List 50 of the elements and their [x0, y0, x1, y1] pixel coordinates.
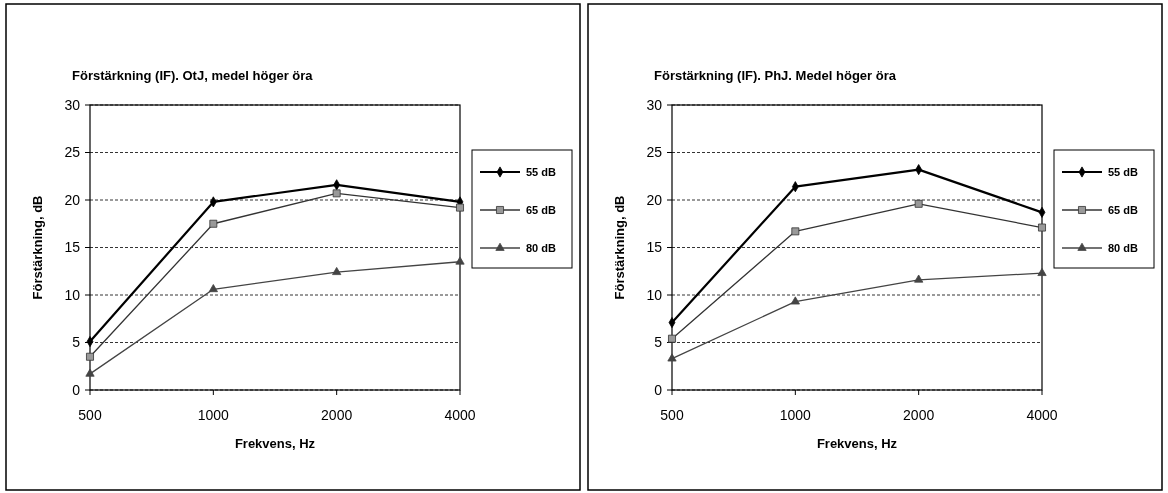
legend-label: 80 dB	[1108, 241, 1139, 254]
y-tick-label: 20	[646, 191, 663, 208]
legend-label: 80 dB	[526, 241, 557, 254]
y-tick-label: 10	[646, 286, 663, 303]
y-tick-label: 20	[64, 191, 81, 208]
point	[209, 219, 218, 228]
point	[332, 189, 341, 198]
point	[86, 352, 94, 361]
x-tick-label: 500	[660, 407, 684, 423]
y-tick-label: 15	[64, 239, 81, 256]
point	[1038, 223, 1046, 232]
y-tick-label: 30	[64, 96, 81, 113]
x-tick-label: 1000	[197, 407, 230, 423]
point	[667, 353, 677, 362]
y-axis-title: Förstärkning, dB	[612, 195, 627, 300]
point	[456, 203, 464, 212]
x-tick-label: 2000	[903, 407, 935, 423]
point	[914, 274, 924, 283]
x-axis-title: Frekvens, Hz	[816, 436, 898, 451]
x-tick-label: 4000	[444, 407, 476, 423]
point	[332, 266, 342, 275]
x-tick-label: 4000	[1026, 407, 1058, 423]
legend-label: 55 dB	[1108, 165, 1139, 178]
point	[455, 256, 465, 265]
y-axis-title: Förstärkning, dB	[30, 195, 45, 300]
y-tick-label: 5	[72, 334, 81, 351]
y-tick-label: 25	[646, 144, 663, 161]
y-tick-label: 30	[646, 96, 663, 113]
y-tick-label: 0	[654, 381, 663, 398]
x-tick-label: 2000	[321, 407, 353, 423]
point	[914, 199, 923, 208]
point	[791, 227, 800, 236]
point	[208, 284, 218, 293]
x-tick-label: 1000	[779, 407, 812, 423]
chart-title: Förstärkning (IF). PhJ. Medel höger öra	[654, 68, 897, 83]
legend-label: 65 dB	[526, 203, 557, 216]
y-tick-label: 10	[64, 286, 81, 303]
y-tick-label: 25	[64, 144, 81, 161]
point	[85, 368, 95, 377]
x-tick-label: 500	[78, 407, 102, 423]
chart-title: Förstärkning (IF). OtJ, medel höger öra	[72, 68, 314, 83]
y-tick-label: 15	[646, 239, 663, 256]
x-axis-title: Frekvens, Hz	[234, 436, 316, 451]
y-tick-label: 5	[654, 334, 663, 351]
point	[790, 296, 800, 305]
point	[668, 334, 676, 343]
legend-label: 65 dB	[1108, 203, 1139, 216]
point	[1037, 267, 1047, 276]
legend-label: 55 dB	[526, 165, 557, 178]
y-tick-label: 0	[72, 381, 81, 398]
